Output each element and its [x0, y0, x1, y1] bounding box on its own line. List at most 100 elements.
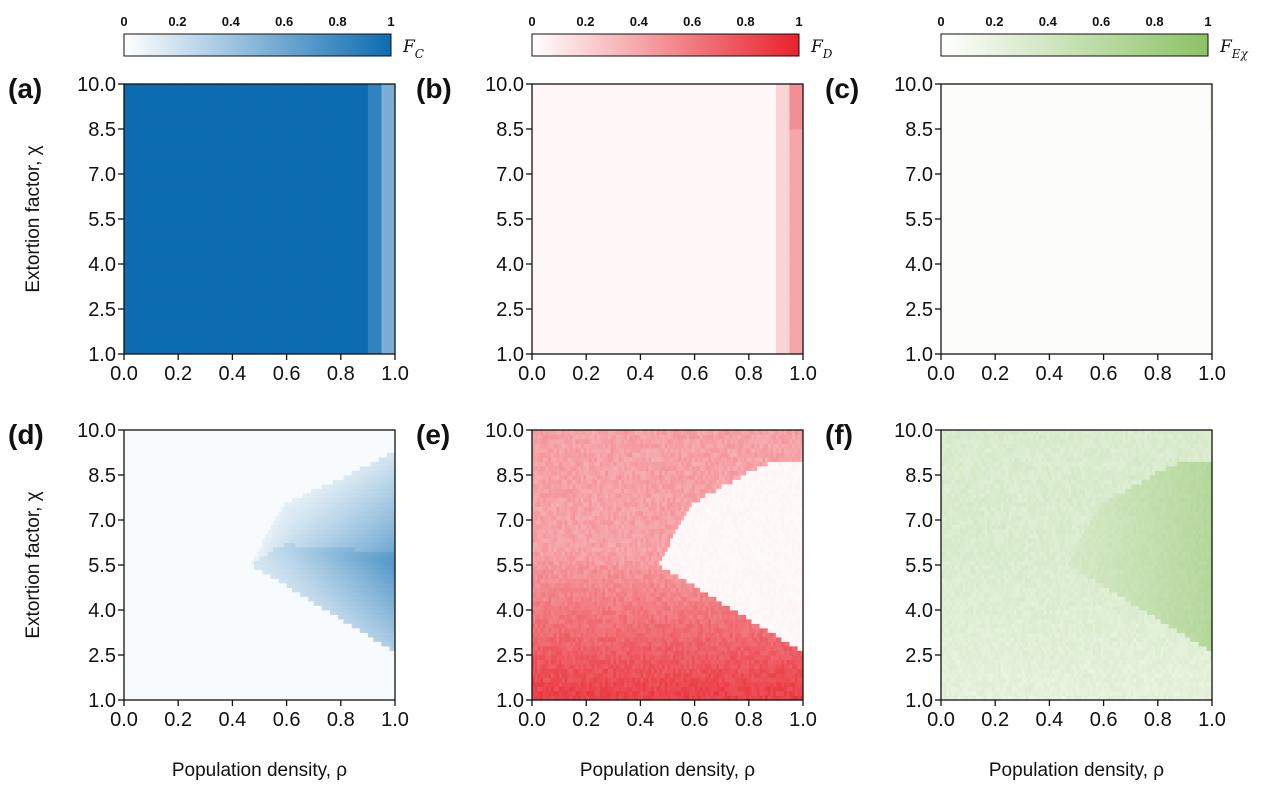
heatmap-cell	[161, 228, 166, 233]
heatmap-cell	[199, 124, 203, 130]
heatmap-cell	[338, 282, 342, 287]
heatmap-cell	[259, 183, 263, 188]
heatmap-cell	[248, 309, 252, 314]
heatmap-cell	[294, 259, 298, 265]
heatmap-cell	[329, 205, 334, 211]
heatmap-cell	[267, 268, 271, 274]
heatmap-cell	[208, 300, 212, 305]
heatmap-cell	[153, 237, 157, 242]
heatmap-cell	[159, 318, 163, 323]
heatmap-cell	[126, 300, 130, 305]
heatmap-cell	[343, 165, 347, 170]
heatmap-cell	[343, 336, 347, 341]
heatmap-cell	[310, 138, 315, 143]
heatmap-cell	[129, 313, 133, 319]
heatmap-cell	[267, 273, 271, 278]
heatmap-cell	[208, 160, 212, 166]
heatmap-cell	[189, 115, 193, 121]
heatmap-cell	[186, 313, 190, 319]
heatmap-cell	[191, 124, 195, 130]
heatmap-cell	[202, 318, 206, 323]
heatmap-cell	[319, 250, 323, 256]
heatmap-cell	[267, 147, 271, 152]
heatmap-cell	[289, 115, 293, 121]
heatmap-cell	[221, 313, 225, 319]
heatmap-cell	[210, 124, 214, 130]
heatmap-cell	[175, 120, 179, 125]
heatmap-cell	[226, 214, 231, 220]
heatmap-cell	[338, 336, 342, 341]
heatmap-cell	[254, 300, 258, 305]
heatmap-cell	[275, 228, 279, 233]
heatmap-cell	[254, 246, 258, 251]
heatmap-cell	[208, 142, 212, 148]
heatmap-cell	[180, 196, 185, 202]
heatmap-cell	[286, 228, 290, 233]
heatmap-cell	[191, 160, 195, 166]
heatmap-cell	[289, 268, 293, 274]
heatmap-cell	[180, 277, 185, 283]
heatmap-cell	[264, 318, 269, 323]
heatmap-cell	[153, 304, 157, 310]
heatmap-cell	[180, 336, 185, 341]
heatmap-cell	[159, 295, 163, 301]
heatmap-cell	[148, 219, 152, 224]
heatmap-cell	[137, 192, 141, 197]
heatmap-cell	[248, 241, 252, 247]
heatmap-cell	[292, 124, 296, 130]
heatmap-cell	[229, 196, 233, 202]
heatmap-cell	[270, 237, 274, 242]
heatmap-cell	[305, 264, 309, 269]
heatmap-cell	[273, 219, 277, 224]
heatmap-cell	[270, 268, 274, 274]
heatmap-cell	[297, 192, 301, 197]
heatmap-cell	[327, 223, 331, 229]
heatmap-cell	[197, 340, 201, 346]
heatmap-cell	[178, 187, 182, 193]
heatmap-cell	[124, 282, 128, 287]
heatmap-cell	[221, 187, 225, 193]
heatmap-cell	[229, 268, 233, 274]
heatmap-cell	[300, 178, 304, 184]
heatmap-cell	[319, 160, 323, 166]
heatmap-cell	[194, 174, 198, 179]
heatmap-cell	[194, 282, 198, 287]
heatmap-cell	[259, 228, 263, 233]
heatmap-cell	[235, 286, 239, 292]
heatmap-cell	[134, 228, 138, 233]
heatmap-cell	[197, 246, 201, 251]
heatmap-cell	[235, 295, 239, 301]
heatmap-cell	[137, 102, 141, 107]
heatmap-cell	[186, 147, 190, 152]
heatmap-cell	[132, 250, 136, 256]
heatmap-cell	[340, 295, 344, 301]
heatmap-cell	[251, 111, 255, 116]
heatmap-cell	[170, 84, 174, 89]
heatmap-cell	[289, 133, 293, 139]
heatmap-cell	[208, 183, 212, 188]
heatmap-cell	[178, 138, 182, 143]
heatmap-cell	[259, 268, 263, 274]
heatmap-cell	[226, 219, 231, 224]
heatmap-cell	[297, 232, 301, 238]
heatmap-cell	[164, 277, 168, 283]
heatmap-cell	[186, 232, 190, 238]
heatmap-cell	[156, 138, 160, 143]
heatmap-cell	[264, 84, 269, 89]
heatmap-cell	[338, 156, 342, 161]
heatmap-cell	[145, 165, 149, 170]
heatmap-cell	[124, 124, 128, 130]
heatmap-cell	[324, 151, 328, 157]
heatmap-cell	[210, 111, 214, 116]
heatmap-cell	[264, 88, 269, 94]
heatmap-cell	[134, 115, 138, 121]
heatmap-cell	[324, 205, 328, 211]
heatmap-cell	[243, 178, 247, 184]
heatmap-cell	[235, 336, 239, 341]
heatmap-cell	[213, 241, 217, 247]
heatmap-cell	[275, 241, 279, 247]
heatmap-cell	[137, 264, 141, 269]
heatmap-cell	[335, 106, 339, 112]
heatmap-cell	[183, 142, 187, 148]
heatmap-cell	[142, 273, 147, 278]
